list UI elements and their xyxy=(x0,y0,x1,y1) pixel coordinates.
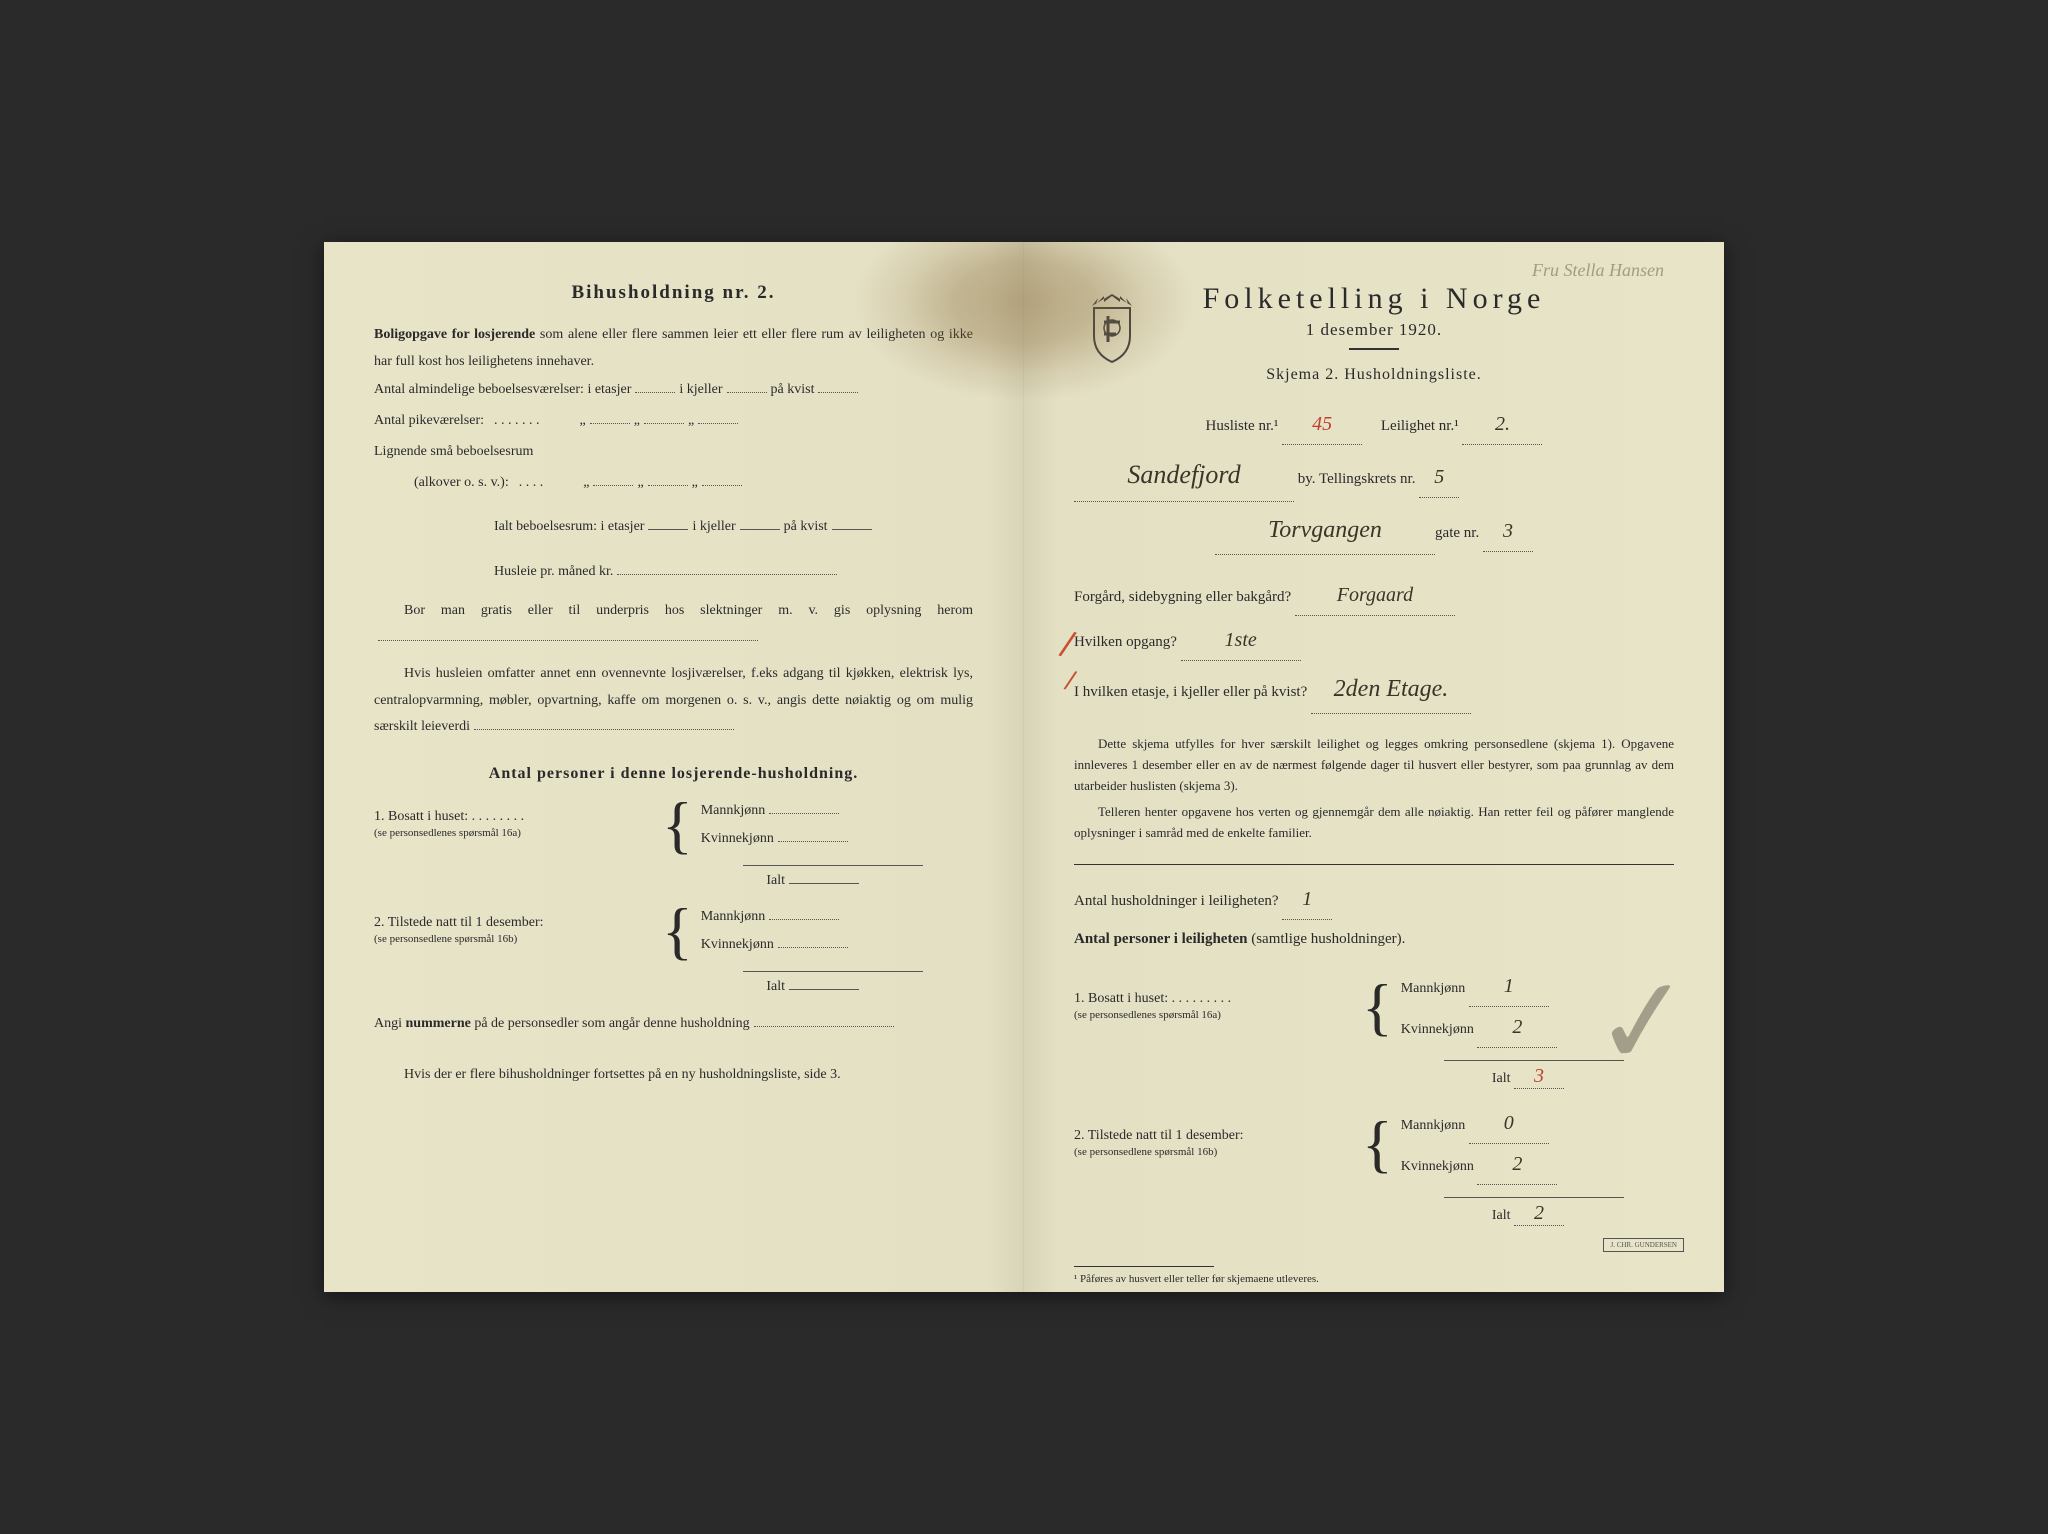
by-row: Sandefjord by. Tellingskrets nr. 5 xyxy=(1074,449,1674,502)
printer-stamp: J. CHR. GUNDERSEN xyxy=(1603,1238,1684,1252)
bosatt-ialt-value: 3 xyxy=(1514,1065,1564,1089)
antal-hush-value: 1 xyxy=(1282,879,1332,920)
tilstede-ialt-value: 2 xyxy=(1514,1202,1564,1226)
husleie-row: Husleie pr. måned kr. xyxy=(494,557,973,588)
etasje-value: 2den Etage. xyxy=(1311,665,1471,714)
etasje-row: / I hvilken etasje, i kjeller eller på k… xyxy=(1074,665,1674,714)
antal-personer-title: Antal personer i denne losjerende-hushol… xyxy=(374,765,973,783)
right-bosatt-group: 1. Bosatt i huset: . . . . . . . . . (se… xyxy=(1074,966,1674,1048)
pencil-annotation: Fru Stella Hansen xyxy=(1532,260,1664,281)
hvis-husleien-row: Hvis husleien omfatter annet enn ovennev… xyxy=(374,661,973,741)
header: Folketelling i Norge 1 desember 1920. Sk… xyxy=(1074,282,1674,384)
opgang-value: 1ste xyxy=(1181,620,1301,661)
opgang-row: / Hvilken opgang? 1ste xyxy=(1074,620,1674,661)
antal-pike-row: Antal pikeværelser: . . . . . . . „ „ „ xyxy=(374,406,973,437)
tilstede-kvinne-value: 2 xyxy=(1477,1144,1557,1185)
krets-value: 5 xyxy=(1419,457,1459,498)
intro-bold: Boligopgave for losjerende xyxy=(374,327,535,342)
instructions-1: Dette skjema utfylles for hver særskilt … xyxy=(1074,734,1674,796)
antal-almindelige-row: Antal almindelige beboelsesværelser: i e… xyxy=(374,375,973,406)
instructions-2: Telleren henter opgavene hos verten og g… xyxy=(1074,802,1674,844)
document-spread: Bihusholdning nr. 2. Boligopgave for los… xyxy=(324,242,1724,1292)
main-title: Folketelling i Norge xyxy=(1074,282,1674,316)
antal-hush-row: Antal husholdninger i leiligheten? 1 xyxy=(1074,879,1674,920)
right-tilstede-group: 2. Tilstede natt til 1 desember: (se per… xyxy=(1074,1103,1674,1185)
bosatt-mann-value: 1 xyxy=(1469,966,1549,1007)
footnote: ¹ Påføres av husvert eller teller før sk… xyxy=(1074,1256,1674,1285)
ialt-beboelse-row: Ialt beboelsesrum: i etasjer i kjeller p… xyxy=(494,512,973,543)
coat-of-arms-icon xyxy=(1084,292,1140,364)
title-rule xyxy=(1349,348,1399,350)
gate-nr-value: 3 xyxy=(1483,511,1533,552)
left-bosatt-group: 1. Bosatt i huset: . . . . . . . . (se p… xyxy=(374,797,973,853)
alkover-row: (alkover o. s. v.): . . . . „ „ „ xyxy=(414,468,973,499)
angi-nummerne-row: Angi nummerne på de personsedler som ang… xyxy=(374,1011,973,1038)
right-page: Fru Stella Hansen Folketelling i Norge 1… xyxy=(1024,242,1724,1292)
hvis-flere-row: Hvis der er flere bihusholdninger fortse… xyxy=(374,1062,973,1089)
date-line: 1 desember 1920. xyxy=(1074,320,1674,340)
left-page: Bihusholdning nr. 2. Boligopgave for los… xyxy=(324,242,1024,1292)
skjema-line: Skjema 2. Husholdningsliste. xyxy=(1074,366,1674,384)
antal-pers-title: Antal personer i leiligheten (samtlige h… xyxy=(1074,924,1674,954)
husliste-row: Husliste nr.¹ 45 Leilighet nr.¹ 2. xyxy=(1074,404,1674,445)
large-checkmark: ✓ xyxy=(1588,949,1700,1096)
right-tilstede-ialt: Ialt 2 xyxy=(1444,1197,1624,1226)
by-value: Sandefjord xyxy=(1074,449,1294,502)
leilighet-value: 2. xyxy=(1462,404,1542,445)
bor-gratis-row: Bor man gratis eller til underpris hos s… xyxy=(374,598,973,651)
tilstede-mann-value: 0 xyxy=(1469,1103,1549,1144)
left-bosatt-ialt: Ialt xyxy=(743,865,923,889)
divider xyxy=(1074,864,1674,865)
gate-value: Torvgangen xyxy=(1215,506,1435,555)
forgard-value: Forgaard xyxy=(1295,575,1455,616)
gate-row: Torvgangengate nr. 3 xyxy=(1074,506,1674,555)
left-title: Bihusholdning nr. 2. xyxy=(374,282,973,304)
bosatt-kvinne-value: 2 xyxy=(1477,1007,1557,1048)
lignende-row: Lignende små beboelsesrum xyxy=(374,437,973,468)
left-tilstede-group: 2. Tilstede natt til 1 desember: (se per… xyxy=(374,903,973,959)
intro-paragraph: Boligopgave for losjerende som alene ell… xyxy=(374,322,973,375)
forgard-row: Forgård, sidebygning eller bakgård? Forg… xyxy=(1074,575,1674,616)
left-tilstede-ialt: Ialt xyxy=(743,971,923,995)
husliste-value: 45 xyxy=(1282,404,1362,445)
